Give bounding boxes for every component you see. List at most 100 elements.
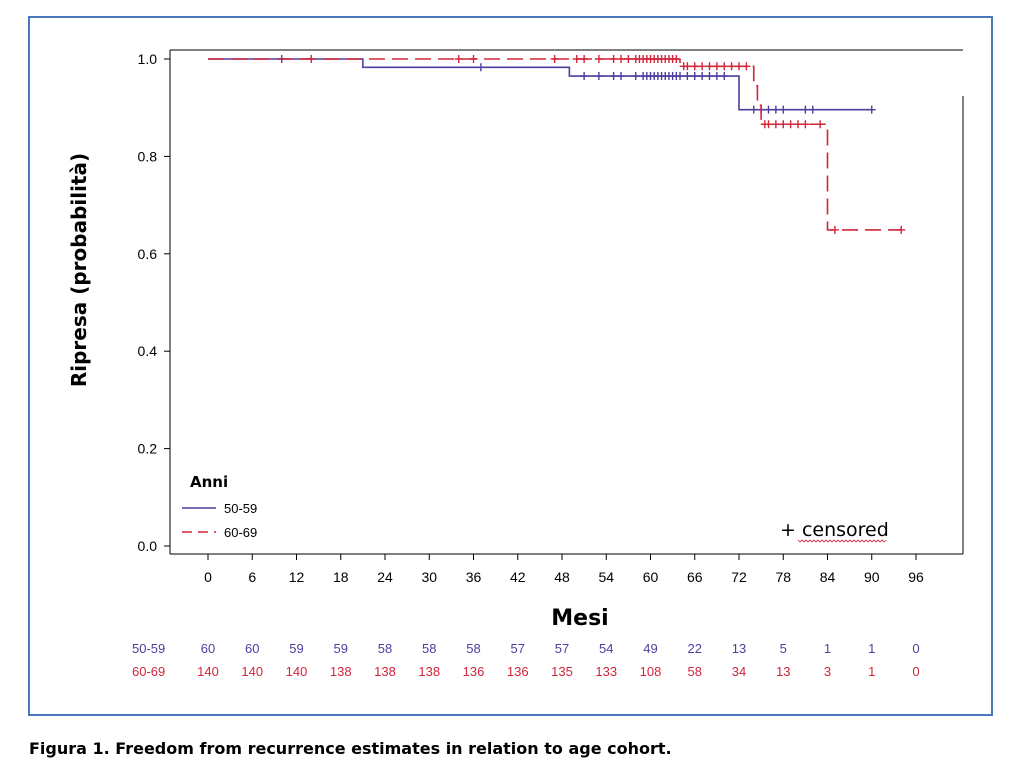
censor-mark <box>690 72 699 81</box>
risk-value: 58 <box>466 641 480 656</box>
x-tick-label: 96 <box>908 569 924 585</box>
censor-mark <box>550 55 559 63</box>
censor-mark <box>705 62 714 71</box>
censor-mark <box>801 120 810 129</box>
risk-value: 22 <box>688 641 702 656</box>
risk-value: 3 <box>824 664 831 679</box>
risk-value: 1 <box>868 641 875 656</box>
risk-value: 0 <box>912 664 919 679</box>
censor-mark <box>617 72 625 81</box>
x-tick-label: 72 <box>731 569 747 585</box>
risk-value: 13 <box>732 641 746 656</box>
censor-mark <box>771 105 780 114</box>
legend-label-60-69: 60-69 <box>224 525 257 540</box>
censor-mark <box>764 105 773 114</box>
censor-mark <box>594 72 603 81</box>
risk-value: 108 <box>640 664 662 679</box>
series-line-50-59 <box>208 58 872 111</box>
risk-row-label: 50-59 <box>132 641 165 656</box>
censor-mark <box>609 72 618 81</box>
censor-mark <box>749 105 758 114</box>
figure-frame <box>28 16 993 716</box>
censor-mark <box>698 72 707 81</box>
risk-value: 58 <box>378 641 392 656</box>
risk-value: 0 <box>912 641 919 656</box>
y-tick-label: 0.2 <box>138 441 158 457</box>
censor-mark <box>779 105 788 114</box>
censor-mark <box>690 62 699 71</box>
x-tick-label: 54 <box>598 569 614 585</box>
risk-value: 140 <box>241 664 263 679</box>
censor-mark <box>594 55 603 63</box>
risk-value: 59 <box>334 641 348 656</box>
risk-value: 58 <box>688 664 702 679</box>
censor-mark <box>712 62 721 71</box>
censor-mark <box>454 55 463 63</box>
y-tick-label: 0.6 <box>138 246 158 262</box>
x-tick-label: 60 <box>643 569 659 585</box>
censor-mark <box>580 55 589 63</box>
risk-value: 59 <box>289 641 303 656</box>
censor-mark <box>705 72 714 81</box>
censor-mark <box>307 55 316 63</box>
censor-mark <box>676 72 684 81</box>
risk-value: 140 <box>197 664 219 679</box>
risk-value: 57 <box>511 641 525 656</box>
figure-caption: Figura 1. Freedom from recurrence estima… <box>29 739 672 758</box>
series-line-60-69 <box>208 58 902 231</box>
censored-note: + censored <box>780 519 889 541</box>
censor-mark <box>771 120 780 129</box>
censor-mark <box>735 62 743 71</box>
x-tick-label: 66 <box>687 569 703 585</box>
x-tick-label: 0 <box>204 569 212 585</box>
risk-value: 135 <box>551 664 573 679</box>
legend-title: Anni <box>190 473 228 491</box>
censor-mark <box>801 105 810 114</box>
censor-mark <box>698 62 707 71</box>
risk-value: 34 <box>732 664 746 679</box>
x-tick-label: 42 <box>510 569 526 585</box>
x-tick-label: 90 <box>864 569 880 585</box>
risk-row-label: 60-69 <box>132 664 165 679</box>
censor-mark <box>476 63 485 72</box>
x-tick-label: 12 <box>289 569 305 585</box>
x-tick-label: 48 <box>554 569 570 585</box>
risk-value: 133 <box>595 664 617 679</box>
censor-mark <box>867 105 876 114</box>
y-tick-label: 0.4 <box>138 343 158 359</box>
risk-value: 60 <box>201 641 215 656</box>
x-axis-label: Mesi <box>551 606 608 631</box>
censor-mark <box>683 62 692 71</box>
censor-mark <box>572 55 581 63</box>
y-tick-label: 0.0 <box>138 538 158 554</box>
y-tick-label: 0.8 <box>138 148 158 164</box>
risk-value: 1 <box>824 641 831 656</box>
risk-value: 5 <box>780 641 787 656</box>
x-tick-label: 78 <box>775 569 791 585</box>
censor-mark <box>631 72 640 81</box>
censor-mark <box>830 225 839 234</box>
risk-value: 136 <box>507 664 529 679</box>
censor-mark <box>794 120 802 129</box>
risk-value: 136 <box>463 664 485 679</box>
risk-value: 1 <box>868 664 875 679</box>
censor-mark <box>779 120 788 129</box>
spellcheck-underline <box>797 539 887 543</box>
x-tick-label: 36 <box>466 569 482 585</box>
censor-mark <box>816 120 825 129</box>
y-tick-label: 1.0 <box>138 51 158 67</box>
censor-mark <box>624 55 633 63</box>
censor-mark <box>764 120 773 129</box>
censor-mark <box>672 55 681 63</box>
censor-mark <box>617 55 625 63</box>
y-axis-label: Ripresa (probabilità) <box>67 153 91 387</box>
x-tick-label: 84 <box>820 569 836 585</box>
risk-value: 58 <box>422 641 436 656</box>
censor-mark <box>609 55 618 63</box>
risk-value: 140 <box>286 664 308 679</box>
risk-value: 138 <box>330 664 352 679</box>
x-tick-label: 6 <box>248 569 256 585</box>
risk-value: 57 <box>555 641 569 656</box>
censor-mark <box>683 72 692 81</box>
